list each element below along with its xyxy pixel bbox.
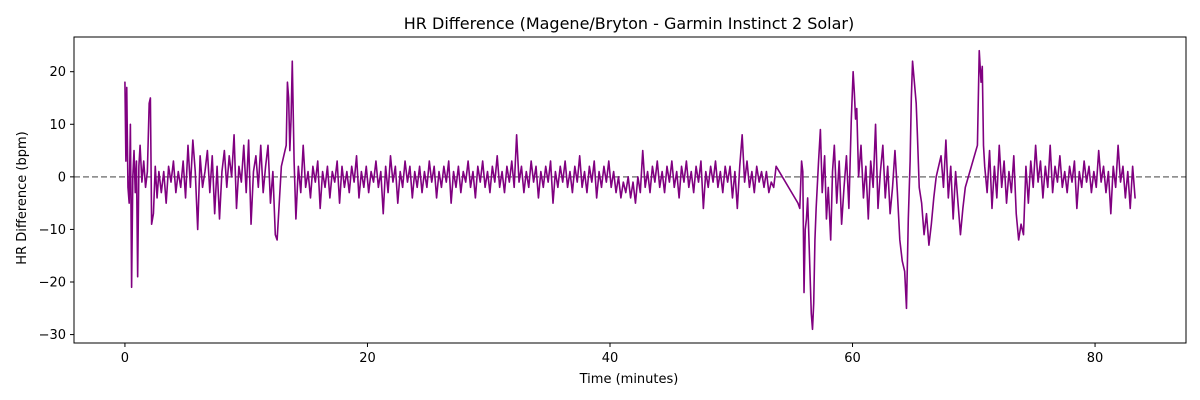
x-tick-label: 0 (121, 351, 129, 366)
y-tick-label: 0 (58, 170, 66, 185)
y-tick-label: 20 (49, 65, 66, 80)
y-tick-label: −30 (39, 328, 66, 343)
y-tick-label: 10 (49, 118, 66, 133)
plot-frame (73, 36, 1187, 344)
x-tick-label: 80 (1087, 351, 1104, 366)
y-tick-label: −10 (39, 223, 66, 238)
chart-title: HR Difference (Magene/Bryton - Garmin In… (404, 14, 854, 33)
x-tick-label: 20 (359, 351, 376, 366)
x-tick-label: 60 (844, 351, 861, 366)
x-axis-label: Time (minutes) (579, 372, 679, 387)
plot-area: 0 20 40 60 80 −30 −20 −10 0 10 20 (39, 36, 1187, 366)
series-line-0 (124, 49, 1136, 331)
x-tick-label: 40 (602, 351, 619, 366)
y-axis-label: HR Difference (bpm) (15, 131, 30, 264)
y-tick-label: −20 (39, 276, 66, 291)
